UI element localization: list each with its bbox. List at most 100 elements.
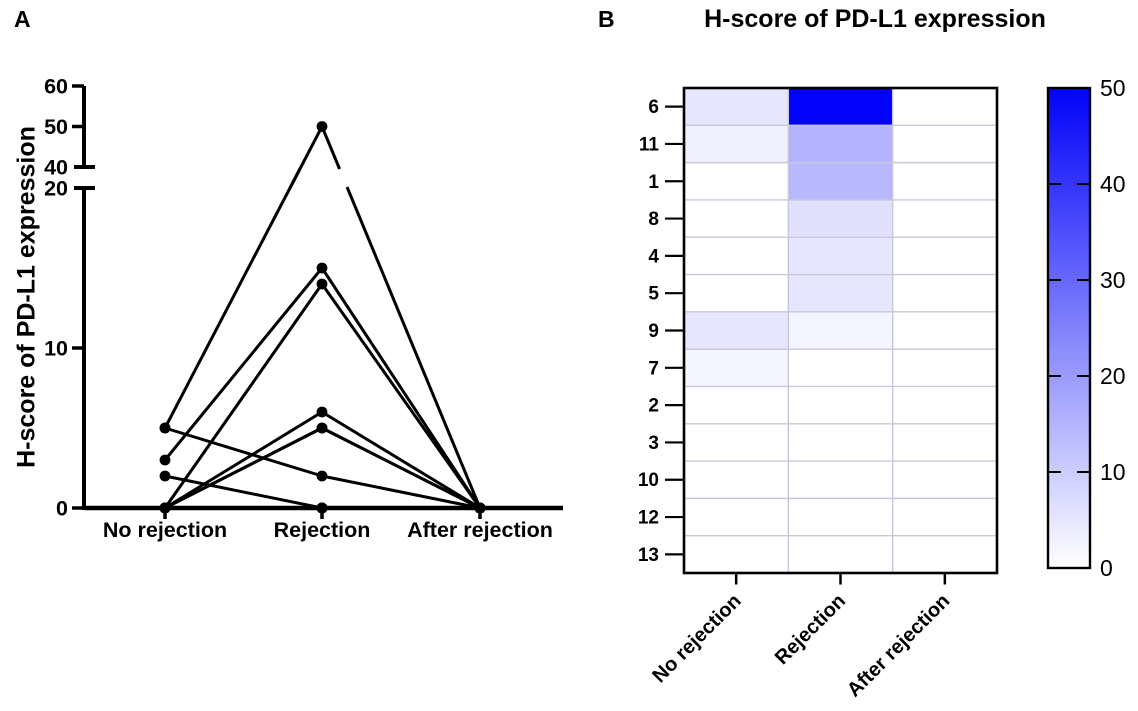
heatmap-cell-9-2: [788, 311, 894, 350]
heatmap-cell-7-3: [892, 349, 998, 387]
row-label: 4: [648, 246, 659, 267]
heatmap-cell-6-2: [788, 88, 894, 126]
row-label: 9: [648, 321, 659, 342]
series-line-1: [163, 283, 324, 509]
row-label: 11: [639, 134, 660, 155]
panel-b-label: B: [598, 6, 615, 32]
heatmap-cell-11-3: [892, 125, 998, 164]
heatmap-cell-9-3: [892, 311, 998, 350]
y-tick-label: 20: [44, 177, 68, 201]
x-category-label: After rejection: [407, 518, 553, 542]
row-label: 5: [648, 284, 659, 305]
series-line-9: [321, 474, 481, 510]
data-point-1: [316, 278, 328, 290]
row-label: 13: [638, 545, 659, 566]
heatmap-cell-11-1: [684, 125, 789, 164]
heatmap-cell-8-3: [892, 199, 998, 238]
data-point-8: [316, 406, 328, 418]
series-line-6: [320, 125, 341, 170]
heatmap-cell-4-1: [684, 237, 789, 276]
series-line-11: [163, 267, 324, 461]
row-label: 1: [648, 172, 659, 193]
heatmap-cell-3-2: [788, 423, 894, 462]
heatmap-cell-3-1: [684, 423, 789, 462]
row-label: 2: [648, 396, 659, 417]
heatmap-cell-5-2: [788, 274, 894, 313]
series-line-8: [164, 410, 323, 510]
series-line-6: [163, 168, 302, 429]
series-line-5: [164, 426, 323, 510]
colorbar-tick-label: 40: [1100, 171, 1126, 197]
data-point-11: [316, 262, 328, 274]
data-point-11: [159, 454, 171, 466]
heatmap-cell-8-2: [788, 199, 894, 238]
colorbar-border: [1046, 86, 1092, 570]
panel-a-y-axis-title: H-score of PD-L1 expression: [12, 126, 41, 468]
heatmap-cell-11-2: [788, 125, 894, 164]
series-line-11: [320, 267, 482, 509]
column-label: After rejection: [843, 590, 954, 701]
heatmap-cell-2-3: [892, 386, 998, 425]
y-tick-label: 0: [56, 497, 68, 521]
series-line-5: [321, 426, 481, 510]
data-point-9: [316, 470, 328, 482]
series-line-7: [164, 474, 323, 510]
data-point-9: [159, 422, 171, 434]
row-label: 12: [638, 508, 659, 529]
colorbar-tick-label: 0: [1100, 555, 1113, 581]
colorbar: [1048, 88, 1090, 568]
data-point-5: [316, 422, 328, 434]
heatmap-cell-13-1: [684, 535, 789, 574]
heatmap-cell-4-3: [892, 237, 998, 276]
colorbar-tick-label: 20: [1100, 363, 1126, 389]
column-label: Rejection: [771, 590, 850, 669]
row-label: 6: [648, 97, 659, 118]
heatmap-cell-5-3: [892, 274, 998, 313]
data-point-6: [316, 121, 328, 132]
y-tick-label: 60: [44, 75, 68, 99]
data-point-13: [316, 502, 328, 514]
row-label: 10: [638, 470, 659, 491]
heatmap-cell-9-1: [684, 311, 789, 350]
heatmap-cell-4-2: [788, 237, 894, 276]
series-line-1: [320, 283, 482, 509]
heatmap-cell-7-1: [684, 349, 789, 387]
heatmap-cell-10-1: [684, 461, 789, 499]
heatmap-cell-13-2: [788, 535, 894, 574]
heatmap-cell-12-1: [684, 498, 789, 537]
heatmap-cell-7-2: [788, 349, 894, 387]
series-line-8: [321, 410, 481, 510]
y-tick-label: 10: [44, 337, 68, 361]
colorbar-tick-label: 30: [1100, 267, 1126, 293]
heatmap-cell-12-3: [892, 498, 998, 537]
series-line-6: [289, 125, 324, 188]
heatmap-cell-12-2: [788, 498, 894, 537]
panel-b-title: H-score of PD-L1 expression: [704, 5, 1046, 33]
heatmap-cell-10-2: [788, 461, 894, 499]
heatmap-cell-10-3: [892, 461, 998, 499]
data-point-13: [474, 502, 486, 514]
y-tick-label: 50: [44, 115, 68, 139]
heatmap-cell-5-1: [684, 274, 789, 313]
y-tick-label: 40: [44, 156, 68, 180]
series-line-6: [345, 186, 482, 509]
heatmap-cell-13-3: [892, 535, 998, 574]
data-point-13: [159, 502, 171, 514]
heatmap-cell-1-1: [684, 162, 789, 201]
heatmap-cell-2-2: [788, 386, 894, 425]
row-label: 3: [648, 433, 659, 454]
row-label: 8: [648, 209, 659, 230]
x-category-label: Rejection: [274, 518, 371, 542]
heatmap-cell-3-3: [892, 423, 998, 462]
column-label: No rejection: [648, 590, 745, 687]
heatmap-cell-1-3: [892, 162, 998, 201]
heatmap-cell-6-1: [684, 88, 789, 126]
row-label: 7: [648, 358, 659, 379]
heatmap-cell-2-1: [684, 386, 789, 425]
x-category-label: No rejection: [103, 518, 227, 542]
heatmap-cell-1-2: [788, 162, 894, 201]
